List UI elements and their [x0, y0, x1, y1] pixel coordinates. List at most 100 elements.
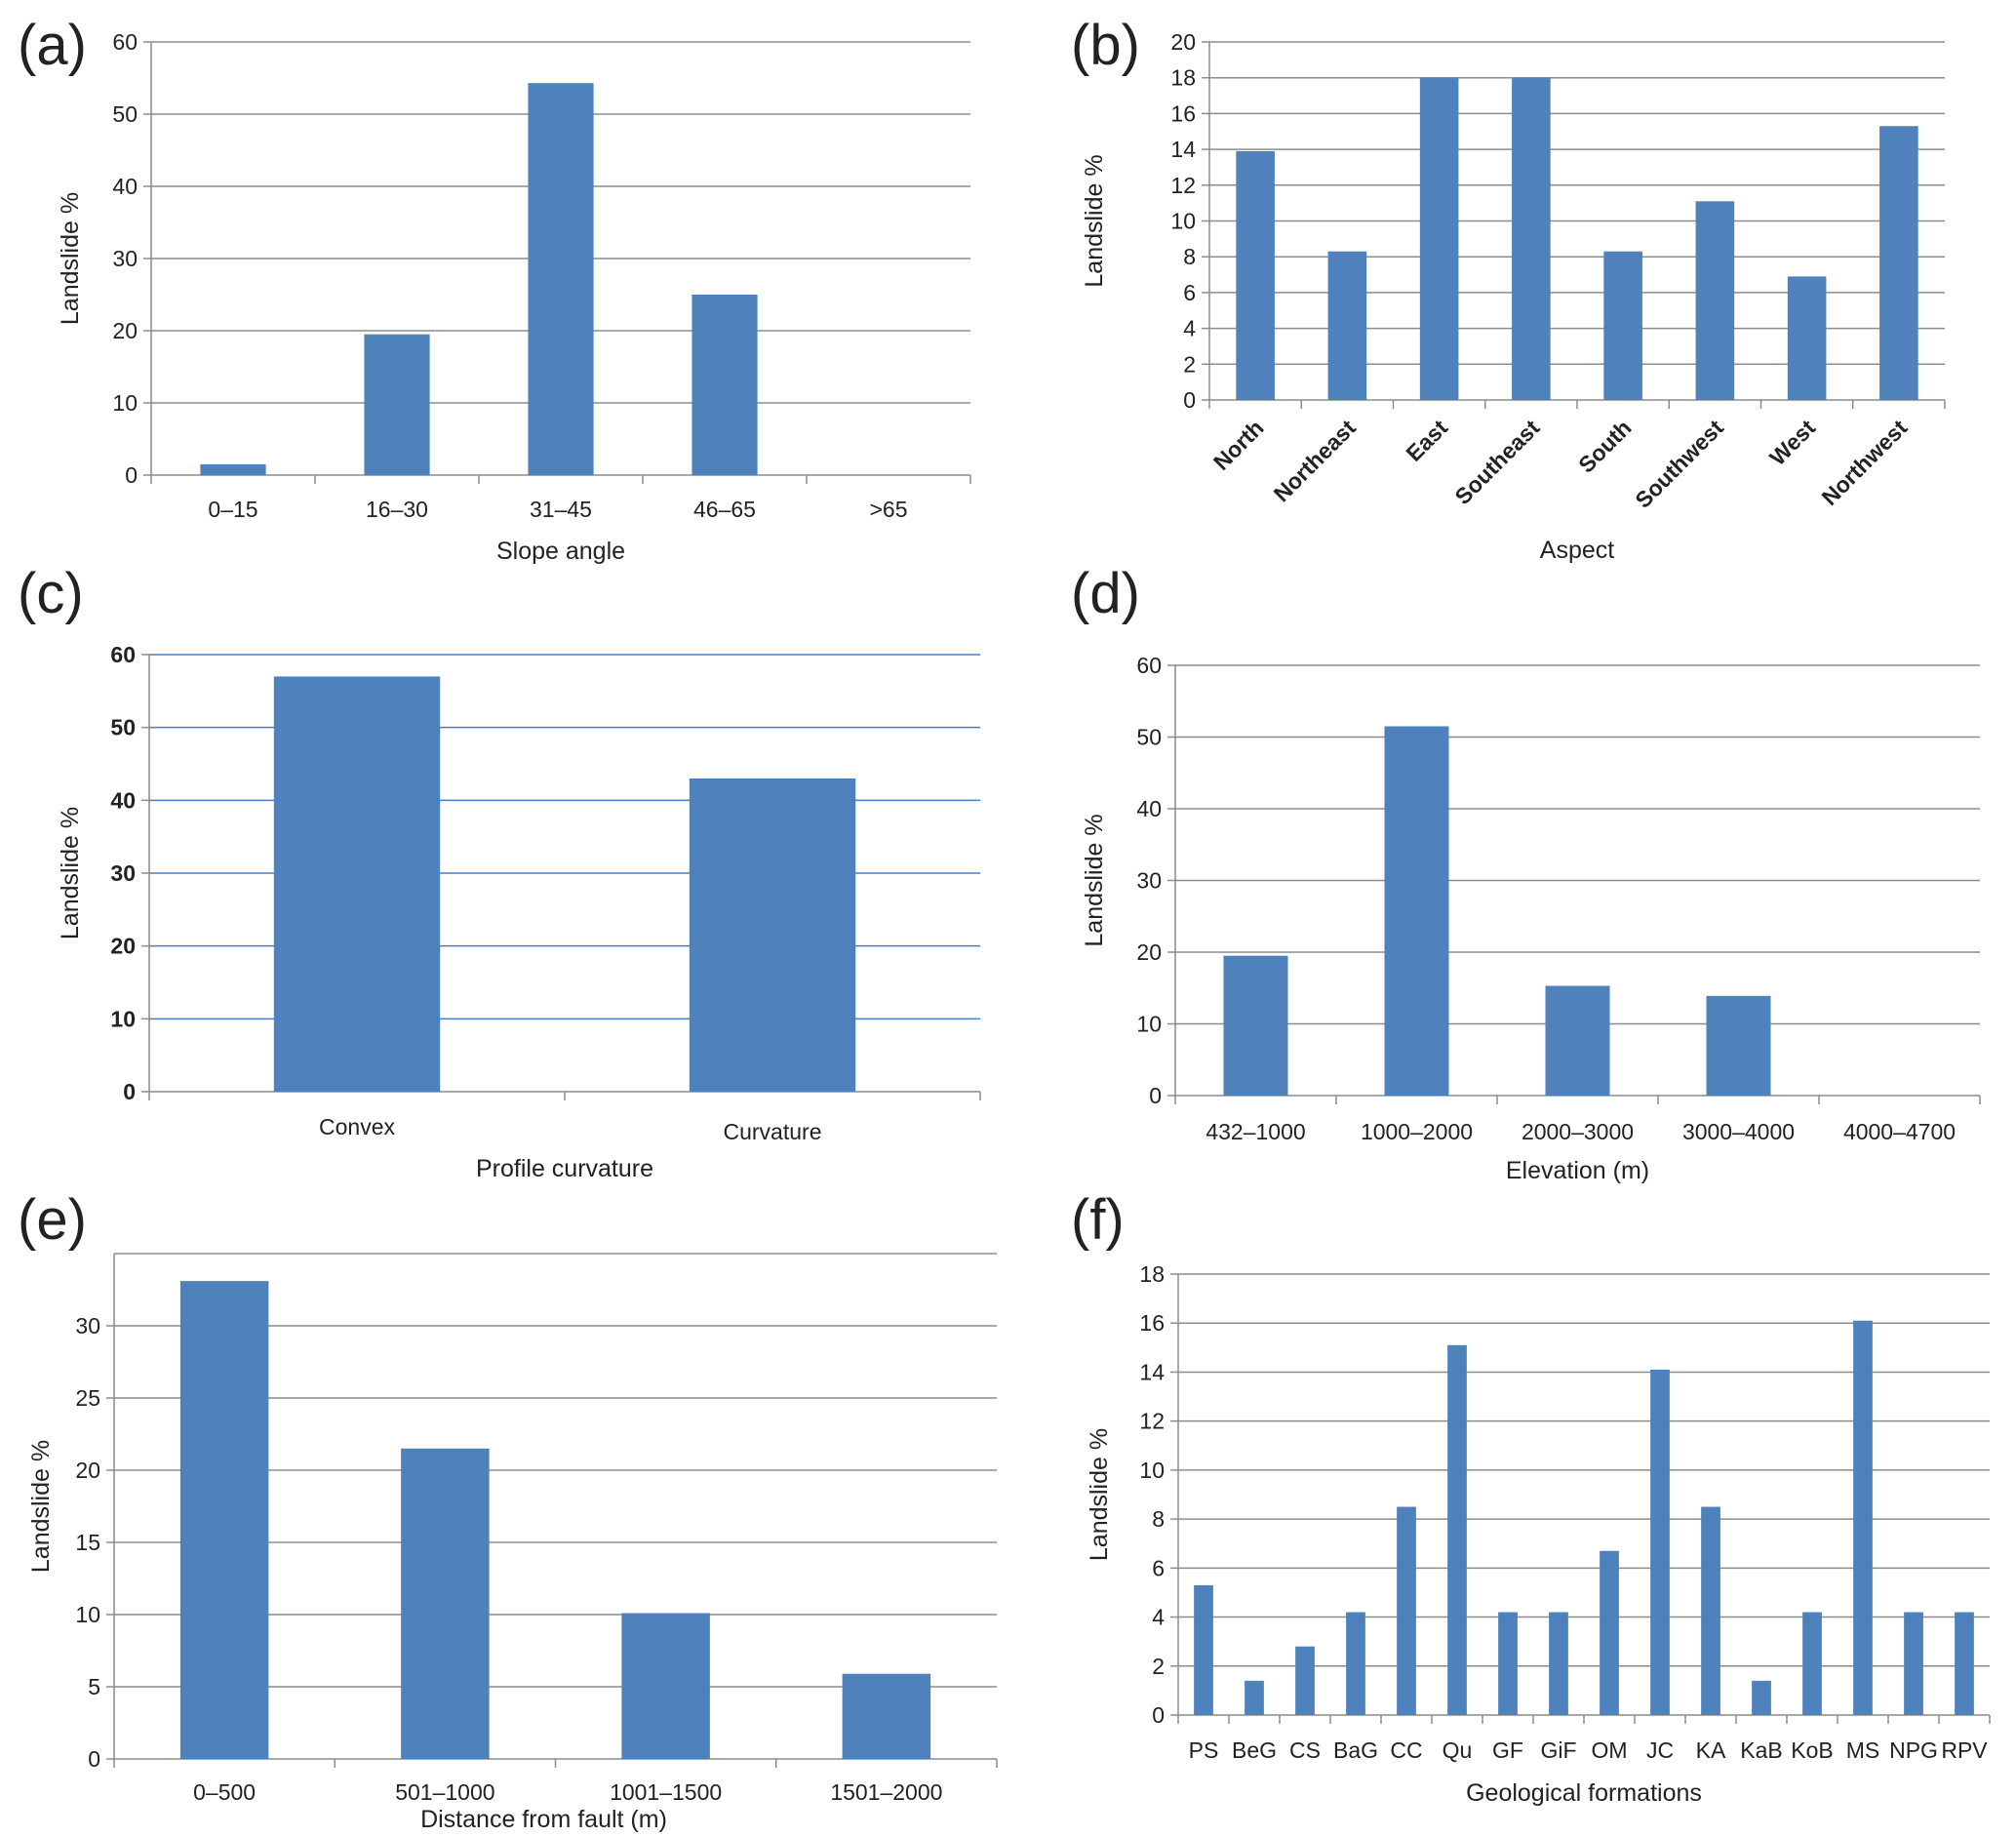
bar-e-2 [621, 1613, 710, 1759]
x-tick-label: KoB [1791, 1737, 1833, 1763]
x-tick-label: GF [1492, 1737, 1523, 1763]
y-tick-label: 4 [1152, 1605, 1165, 1630]
bar-f-3 [1346, 1612, 1365, 1715]
x-tick-label: PS [1189, 1737, 1219, 1763]
y-tick-label: 2 [1152, 1654, 1165, 1679]
bar-a-1 [364, 334, 430, 475]
x-tick-label: BaG [1333, 1737, 1378, 1763]
y-axis-title: Landslide % [57, 807, 84, 939]
x-tick-label: 2000–3000 [1522, 1119, 1634, 1144]
bar-d-1 [1384, 726, 1449, 1096]
x-tick-label: 1000–2000 [1361, 1119, 1473, 1144]
bar-c-1 [689, 778, 856, 1092]
y-tick-label: 20 [75, 1458, 100, 1483]
x-tick-label: BeG [1232, 1737, 1277, 1763]
x-tick-label: 4000–4700 [1843, 1119, 1956, 1144]
bar-b-2 [1419, 77, 1459, 400]
y-tick-label: 60 [110, 642, 136, 667]
bar-f-9 [1650, 1369, 1670, 1715]
y-tick-label: 18 [1170, 65, 1196, 91]
y-tick-label: 60 [1136, 653, 1162, 678]
x-tick-label: RPV [1941, 1737, 1988, 1763]
y-axis-title: Landslide % [1086, 1428, 1113, 1561]
x-tick-label: 0–15 [208, 497, 257, 522]
y-axis-title: Landslide % [1081, 154, 1108, 287]
y-tick-label: 6 [1152, 1555, 1165, 1580]
bar-e-1 [401, 1448, 490, 1759]
bar-d-0 [1223, 955, 1288, 1096]
y-tick-label: 0 [1149, 1083, 1162, 1108]
bar-f-4 [1397, 1506, 1416, 1715]
y-tick-label: 10 [75, 1602, 100, 1627]
x-tick-label: NPG [1889, 1737, 1938, 1763]
bar-b-3 [1512, 77, 1551, 400]
panel-label: (e) [18, 1188, 87, 1252]
x-tick-label: Southeast [1449, 415, 1544, 509]
y-tick-label: 12 [1139, 1409, 1165, 1434]
x-axis-title: Elevation (m) [1506, 1157, 1649, 1184]
bar-f-5 [1447, 1344, 1467, 1715]
y-tick-label: 30 [110, 860, 136, 886]
x-tick-label: Curvature [724, 1119, 822, 1144]
bar-a-0 [200, 463, 266, 475]
x-tick-label: KA [1696, 1737, 1726, 1763]
y-tick-label: 14 [1139, 1359, 1165, 1384]
y-tick-label: 16 [1170, 100, 1196, 126]
y-tick-label: 30 [1136, 868, 1162, 894]
panel-label: (d) [1071, 562, 1140, 625]
x-tick-label: 31–45 [530, 497, 592, 522]
x-tick-label: 16–30 [366, 497, 428, 522]
bar-c-0 [273, 676, 441, 1092]
y-tick-label: 40 [110, 787, 136, 813]
y-tick-label: 5 [88, 1674, 100, 1699]
bar-f-10 [1701, 1506, 1720, 1715]
x-tick-label: North [1208, 415, 1269, 475]
y-tick-label: 0 [1152, 1702, 1165, 1728]
bar-d-2 [1545, 985, 1610, 1096]
y-tick-label: 10 [110, 1006, 136, 1031]
chart-panel-e: (e) 0 5 10 15 20 25 30 0–500 501–1000 1001–1500 150… [18, 1188, 998, 1833]
x-tick-label: 1001–1500 [610, 1779, 722, 1805]
x-tick-label: Qu [1443, 1737, 1473, 1763]
y-tick-label: 50 [112, 101, 138, 127]
x-tick-label: MS [1846, 1737, 1880, 1763]
y-tick-label: 12 [1170, 173, 1196, 198]
y-tick-label: 16 [1139, 1310, 1165, 1336]
y-tick-label: 0 [125, 462, 138, 488]
y-tick-label: 60 [112, 29, 138, 55]
y-tick-label: 0 [1183, 387, 1196, 413]
bar-f-13 [1853, 1320, 1873, 1715]
y-tick-label: 8 [1183, 244, 1196, 269]
bar-b-7 [1879, 126, 1918, 400]
bar-f-2 [1295, 1646, 1315, 1715]
y-axis-title: Landslide % [27, 1440, 55, 1573]
x-tick-label: JC [1646, 1737, 1674, 1763]
x-tick-label: 1501–2000 [830, 1779, 942, 1805]
bar-e-3 [842, 1673, 931, 1759]
x-tick-label: 432–1000 [1206, 1119, 1305, 1144]
x-tick-label: 0–500 [193, 1779, 256, 1805]
bar-f-14 [1904, 1612, 1923, 1715]
y-tick-label: 8 [1152, 1506, 1165, 1532]
y-tick-label: 6 [1183, 280, 1196, 305]
x-tick-label: 501–1000 [395, 1779, 494, 1805]
y-tick-label: 20 [110, 934, 136, 959]
bar-b-5 [1695, 201, 1735, 400]
y-tick-label: 20 [1136, 939, 1162, 965]
bar-a-2 [528, 83, 594, 476]
bar-b-0 [1236, 150, 1275, 400]
x-tick-label: 3000–4000 [1682, 1119, 1795, 1144]
y-tick-label: 40 [1136, 796, 1162, 821]
bar-f-12 [1802, 1612, 1822, 1715]
y-axis-title: Landslide % [57, 192, 84, 325]
y-tick-label: 30 [112, 246, 138, 271]
panel-label: (b) [1071, 14, 1140, 77]
bar-a-3 [692, 295, 758, 475]
x-tick-label: OM [1591, 1737, 1627, 1763]
x-tick-label: CC [1390, 1737, 1422, 1763]
y-tick-label: 10 [1136, 1012, 1162, 1037]
x-tick-label: East [1401, 415, 1452, 466]
bar-f-0 [1194, 1584, 1213, 1715]
bar-f-1 [1245, 1680, 1264, 1715]
